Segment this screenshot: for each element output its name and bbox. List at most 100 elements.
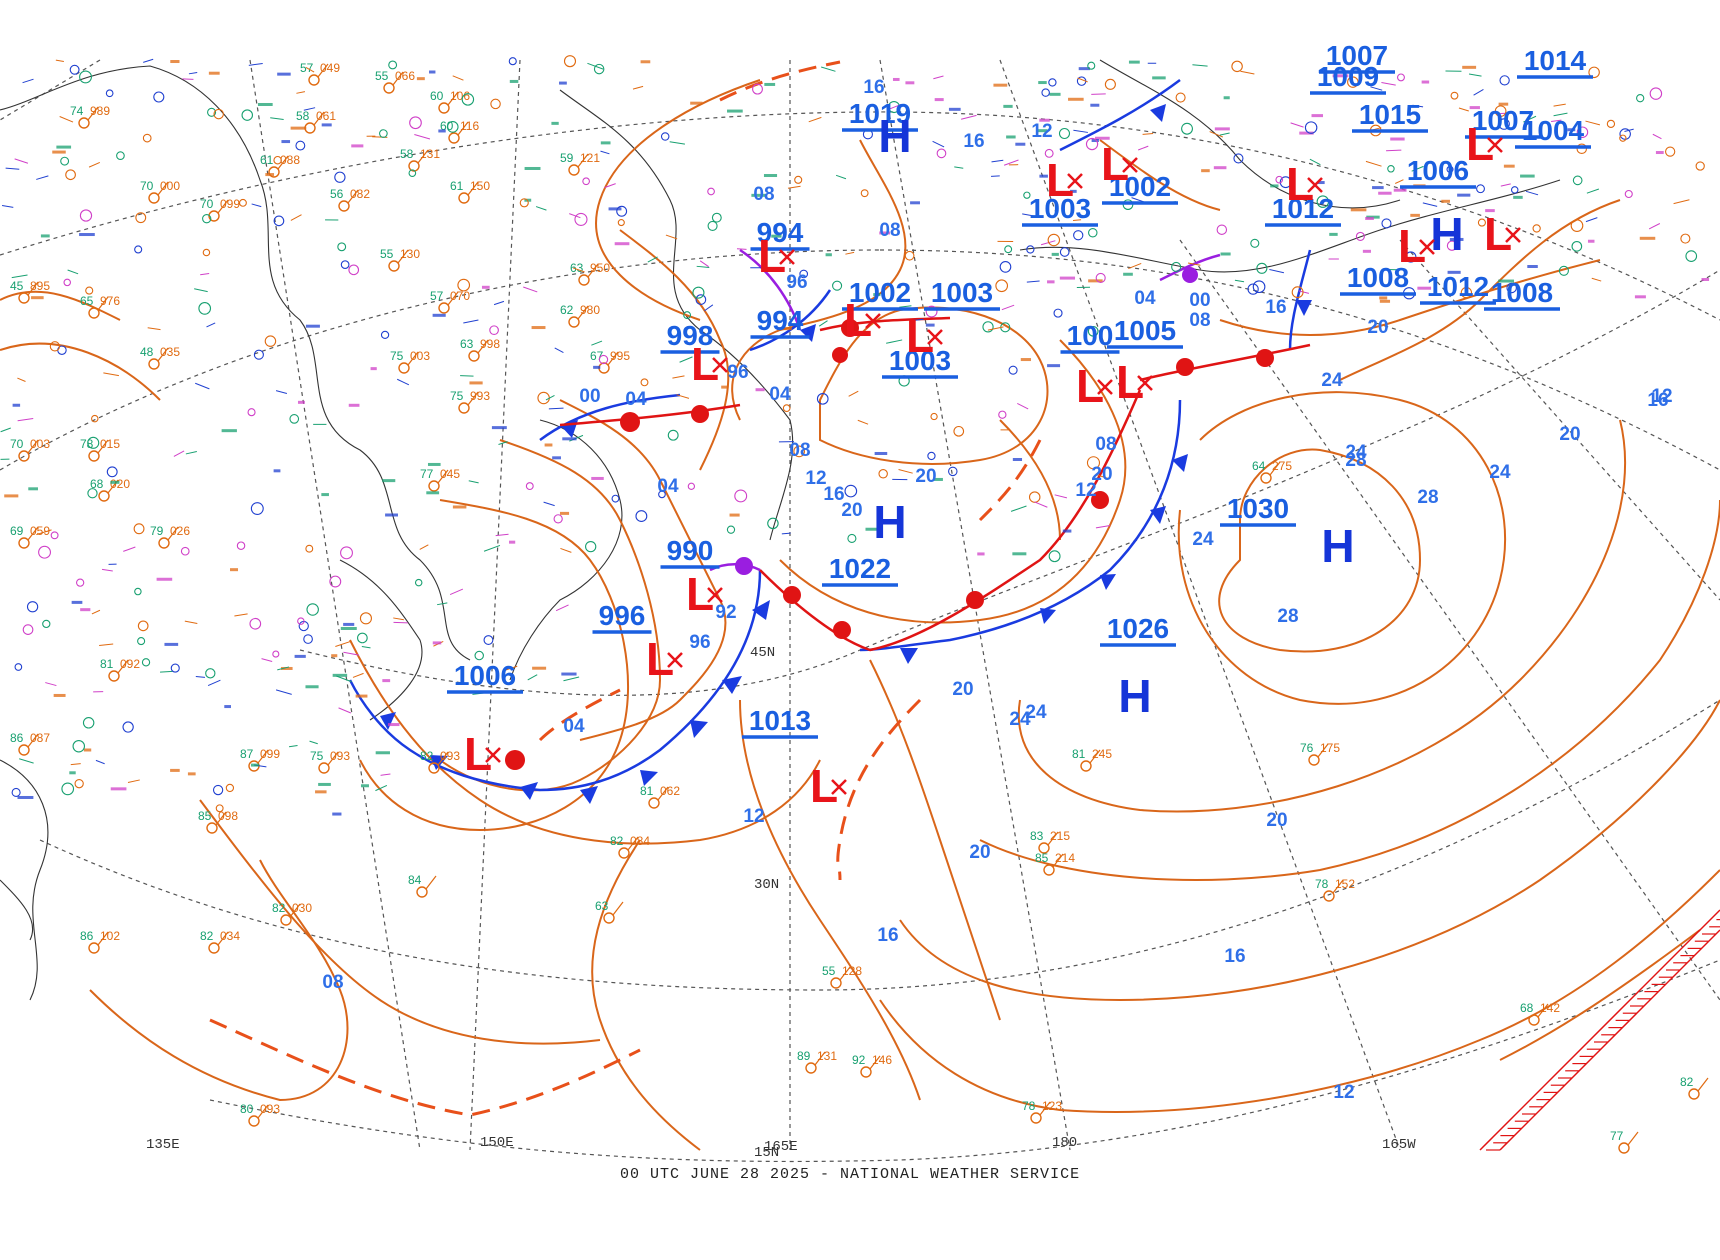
wind-barb-icon — [257, 1104, 269, 1119]
low-pressure-center: 1003 — [882, 345, 958, 379]
low-center-x-icon — [1505, 227, 1521, 243]
station-observation: 70 000 — [140, 179, 180, 204]
station-pressure: 003 — [30, 437, 50, 451]
high-symbol-icon: H — [1118, 670, 1151, 722]
wind-barb-icon — [848, 390, 859, 397]
station-glyph-icon — [1088, 279, 1103, 283]
station-pressure: 175 — [1320, 741, 1340, 755]
wind-barb-icon — [1697, 1077, 1709, 1092]
station-pressure: 131 — [817, 1049, 837, 1063]
station-marker-icon — [1624, 189, 1633, 199]
isobar-value-label: 04 — [625, 389, 647, 410]
station-glyph-icon — [1039, 118, 1050, 122]
station-pressure: 062 — [660, 784, 680, 798]
station-pressure: 130 — [400, 247, 420, 261]
wind-barb-icon — [277, 666, 290, 671]
station-marker-icon — [1085, 137, 1099, 151]
station-marker-icon — [202, 214, 212, 224]
wind-barb-icon — [277, 155, 289, 170]
wind-barb-icon — [604, 183, 616, 189]
station-circle-icon — [428, 762, 440, 774]
wind-barb-icon — [261, 658, 273, 662]
wind-barb-icon — [327, 751, 339, 766]
station-temperature: 83 — [1030, 829, 1044, 843]
station-glyph-icon — [416, 77, 425, 81]
station-glyph-icon — [1317, 181, 1325, 185]
station-marker-icon — [582, 177, 590, 186]
wind-barb-icon — [699, 260, 709, 268]
station-glyph-icon — [348, 403, 360, 407]
station-glyph-icon — [1329, 232, 1338, 236]
station-marker-icon — [734, 489, 748, 503]
station-glyph-icon — [208, 71, 220, 75]
station-glyph-icon — [170, 768, 180, 772]
wind-barb-icon — [173, 450, 185, 457]
station-marker-icon — [1405, 251, 1417, 263]
station-marker-icon — [1558, 265, 1569, 276]
wind-barb-icon — [217, 199, 229, 214]
isobar-value-label: 16 — [1224, 946, 1245, 967]
isobar-1012b — [879, 869, 1720, 1113]
station-glyph-icon — [934, 477, 943, 481]
wind-barb-icon — [188, 71, 198, 75]
station-circle-icon — [860, 1066, 872, 1078]
station-circle-icon — [383, 82, 395, 94]
station-marker-icon — [137, 620, 149, 632]
station-pressure: 980 — [580, 303, 600, 317]
station-glyph-icon — [230, 568, 239, 572]
station-glyph-icon — [1311, 114, 1324, 118]
station-observation: 69 059 — [10, 524, 50, 549]
wind-barb-icon — [1411, 165, 1424, 172]
station-observation: 77 — [1610, 1129, 1639, 1154]
wind-barb-icon — [414, 134, 431, 140]
wind-barb-icon — [483, 544, 501, 552]
station-glyph-icon — [224, 705, 231, 709]
station-marker-icon — [74, 779, 84, 789]
station-observation: 87 099 — [240, 747, 280, 772]
lat-label-15n: 15N — [754, 1145, 779, 1161]
station-marker-icon — [297, 617, 305, 625]
isobar-value-label: 96 — [786, 272, 807, 293]
station-marker-icon — [667, 429, 679, 441]
station-temperature: 78 — [1315, 877, 1329, 891]
station-circle-icon — [248, 1115, 260, 1127]
station-glyph-icon — [280, 666, 293, 670]
latitude-line-30n — [39, 699, 1720, 991]
station-marker-icon — [1588, 66, 1600, 79]
wind-barb-icon — [1624, 128, 1634, 132]
isobar-1008-south — [89, 859, 349, 1102]
station-marker-icon — [1619, 128, 1631, 140]
wind-barb-icon — [1394, 179, 1404, 184]
wind-barb-icon — [417, 149, 429, 164]
station-pressure: 059 — [30, 524, 50, 538]
station-temperature: 63 — [460, 337, 474, 351]
station-temperature: 70 — [200, 197, 214, 211]
station-glyph-icon — [729, 513, 740, 517]
wind-barb-icon — [289, 903, 301, 918]
station-pressure: 030 — [292, 901, 312, 915]
wind-barb-icon — [1473, 88, 1484, 96]
station-marker-icon — [142, 133, 152, 143]
wind-barb-icon — [1095, 474, 1109, 480]
station-circle-icon — [1030, 1112, 1042, 1124]
trough-south — [209, 1018, 641, 1117]
troughs — [209, 60, 1042, 1117]
low-pressure-center: 1013 — [742, 705, 818, 739]
station-glyph-icon — [305, 685, 319, 689]
longitude-line-150e — [469, 59, 521, 1151]
station-circle-icon — [308, 74, 320, 86]
station-observation: 62 980 — [560, 303, 600, 328]
isobar-frag — [999, 419, 1061, 541]
station-marker-icon — [213, 108, 224, 120]
isobar-value-label: 16 — [863, 77, 884, 98]
station-temperature: 70 — [10, 437, 24, 451]
wind-barb-icon — [1585, 217, 1598, 223]
station-circle-icon — [108, 670, 120, 682]
station-observation: 84 — [408, 873, 437, 898]
station-marker-icon — [1665, 146, 1676, 157]
wind-barb-icon — [839, 966, 851, 981]
wind-barb-icon — [468, 480, 479, 484]
wind-barb-icon — [1022, 213, 1035, 217]
station-glyph-icon — [351, 144, 364, 148]
isobar-value-label: 24 — [1345, 442, 1367, 463]
